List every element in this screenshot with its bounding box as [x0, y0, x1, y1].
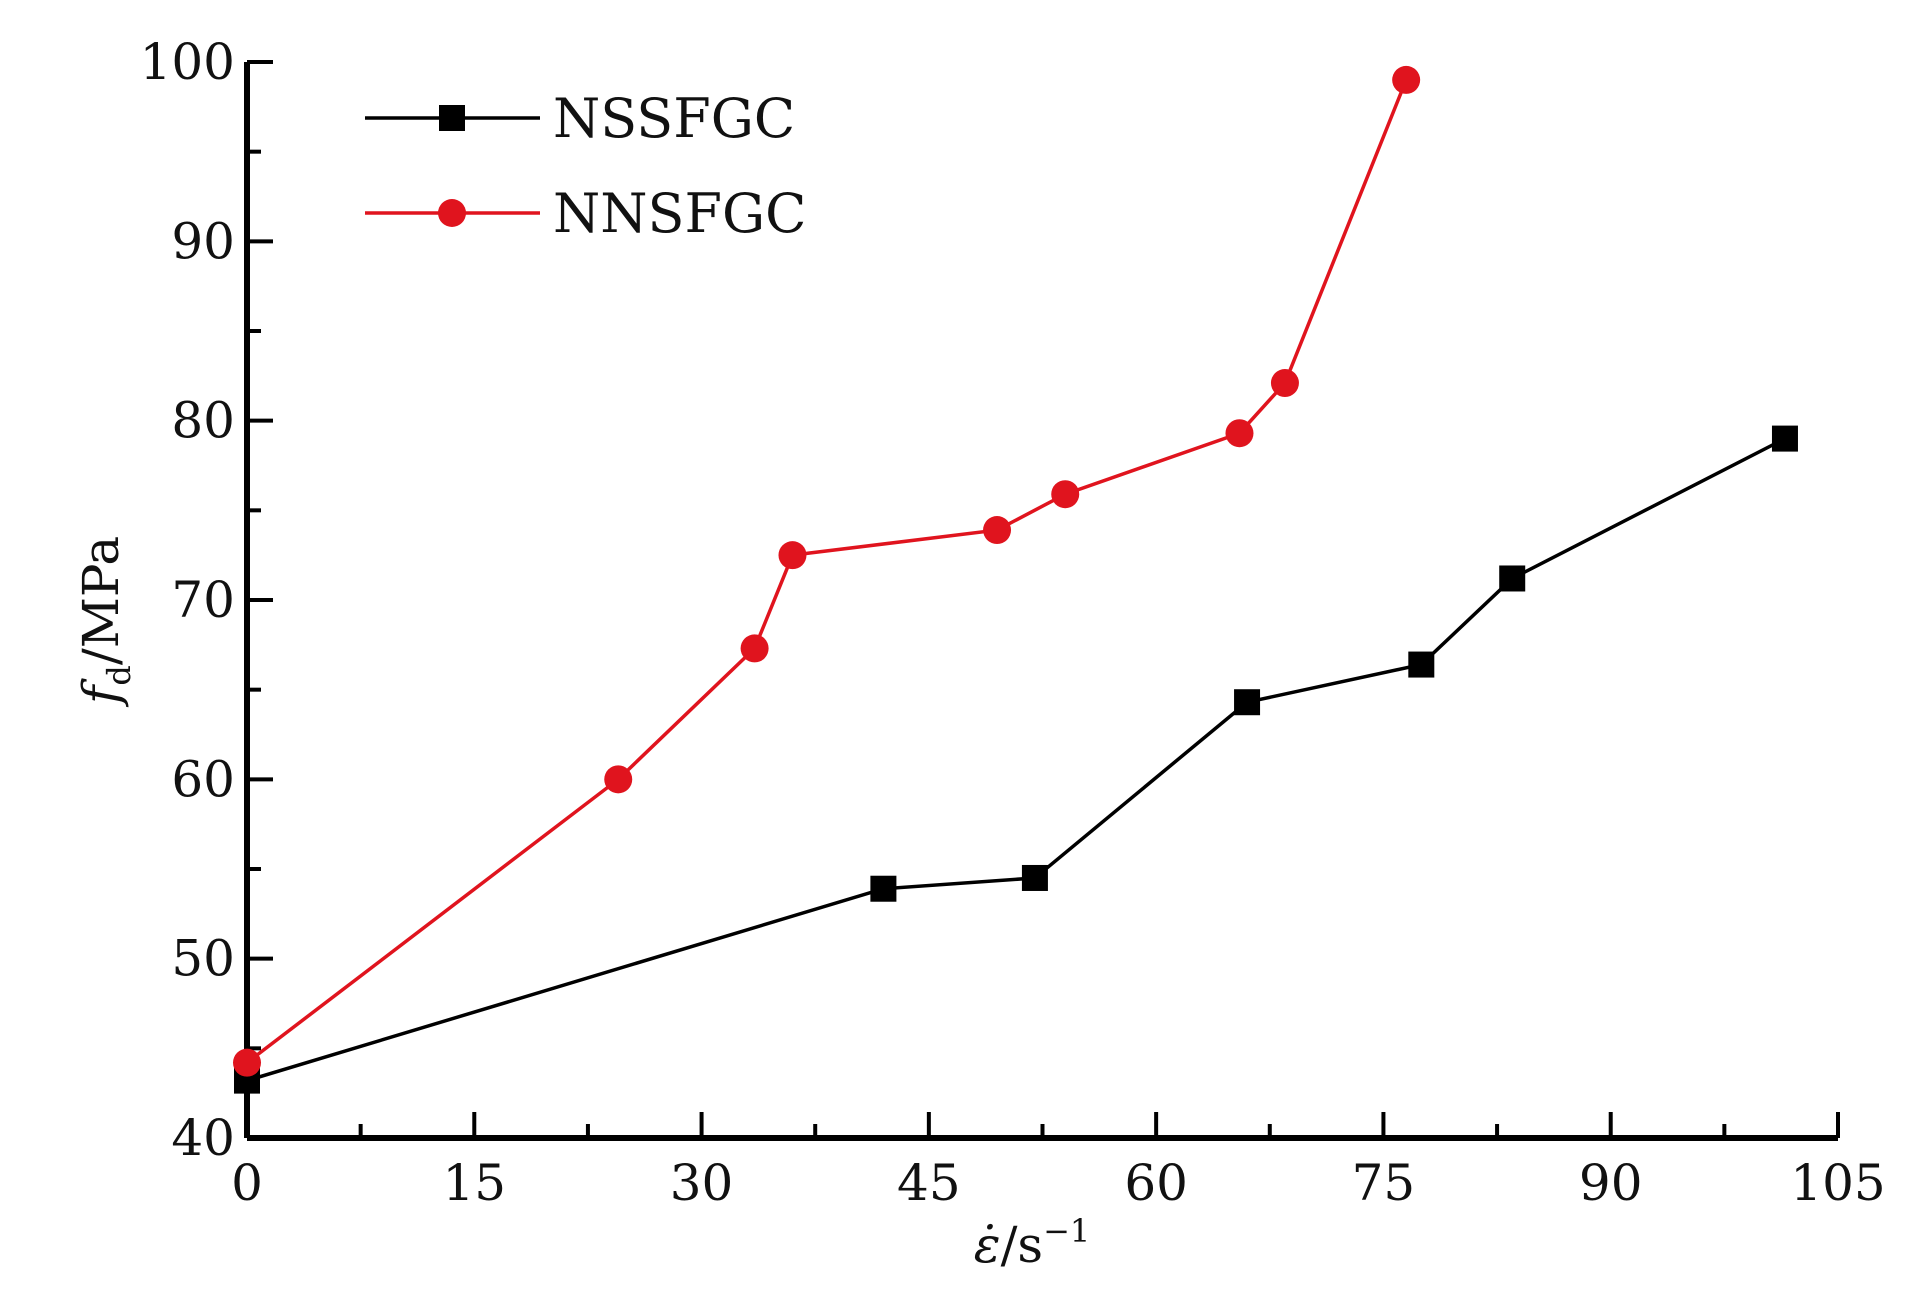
- y-axis-unit: /MPa: [72, 536, 130, 665]
- legend-label: NSSFGC: [553, 87, 795, 150]
- legend-entry-nnsfgc: NNSFGC: [365, 182, 806, 245]
- data-point-nnsfgc: [1270, 369, 1299, 398]
- legend-marker: [439, 105, 465, 131]
- y-tick-label: 60: [171, 750, 235, 808]
- series-line-nnsfgc: [245, 79, 1408, 1065]
- data-point-nssfgc: [1408, 651, 1435, 678]
- x-tick-label: 105: [1790, 1154, 1885, 1212]
- data-point-nnsfgc: [604, 765, 633, 794]
- x-tick-label: 90: [1579, 1154, 1643, 1212]
- legend-marker: [438, 199, 466, 227]
- x-tick-label: 15: [442, 1154, 506, 1212]
- x-axis-symbol: ε̇: [974, 1216, 1001, 1274]
- x-tick-label: 75: [1352, 1154, 1416, 1212]
- y-tick-label: 50: [171, 930, 235, 988]
- data-point-nssfgc: [1234, 689, 1261, 716]
- series-nnsfgc: [233, 65, 1421, 1077]
- x-tick-label: 45: [897, 1154, 961, 1212]
- data-point-nssfgc: [870, 875, 897, 902]
- y-axis-subscript: d: [100, 665, 138, 685]
- y-tick-label: 80: [171, 392, 235, 450]
- x-tick-label: 60: [1124, 1154, 1188, 1212]
- data-point-nnsfgc: [1225, 419, 1254, 448]
- x-axis-exponent: −1: [1043, 1212, 1090, 1250]
- data-point-nnsfgc: [1051, 480, 1080, 509]
- legend: NSSFGC NNSFGC: [365, 87, 806, 245]
- x-axis-unit: /s: [1001, 1216, 1044, 1274]
- data-point-nssfgc: [1021, 864, 1048, 891]
- data-point-nnsfgc: [740, 634, 769, 663]
- series-layer: [233, 65, 1798, 1094]
- data-point-nnsfgc: [983, 516, 1012, 545]
- y-axis-title: fd/MPa: [72, 536, 138, 708]
- axes: 0 15 30 45 60 75 90 105 40 50 60 70 80 90 100: [140, 33, 1886, 1212]
- series-nssfgc: [234, 425, 1798, 1094]
- x-tick-label: 30: [670, 1154, 734, 1212]
- x-tick-label: 0: [231, 1154, 263, 1212]
- data-point-nssfgc: [1771, 425, 1798, 452]
- series-line-nssfgc: [246, 437, 1786, 1083]
- data-point-nssfgc: [1499, 565, 1526, 592]
- x-axis-title: ε̇/s−1: [974, 1212, 1091, 1274]
- data-point-nnsfgc: [778, 541, 807, 570]
- data-point-nnsfgc: [1392, 65, 1421, 94]
- legend-entry-nssfgc: NSSFGC: [365, 87, 795, 150]
- data-point-nnsfgc: [233, 1048, 261, 1077]
- y-tick-label: 100: [140, 33, 235, 91]
- y-tick-label: 90: [171, 212, 235, 270]
- y-tick-label: 40: [171, 1109, 235, 1167]
- legend-label: NNSFGC: [553, 182, 806, 245]
- y-tick-label: 70: [171, 571, 235, 629]
